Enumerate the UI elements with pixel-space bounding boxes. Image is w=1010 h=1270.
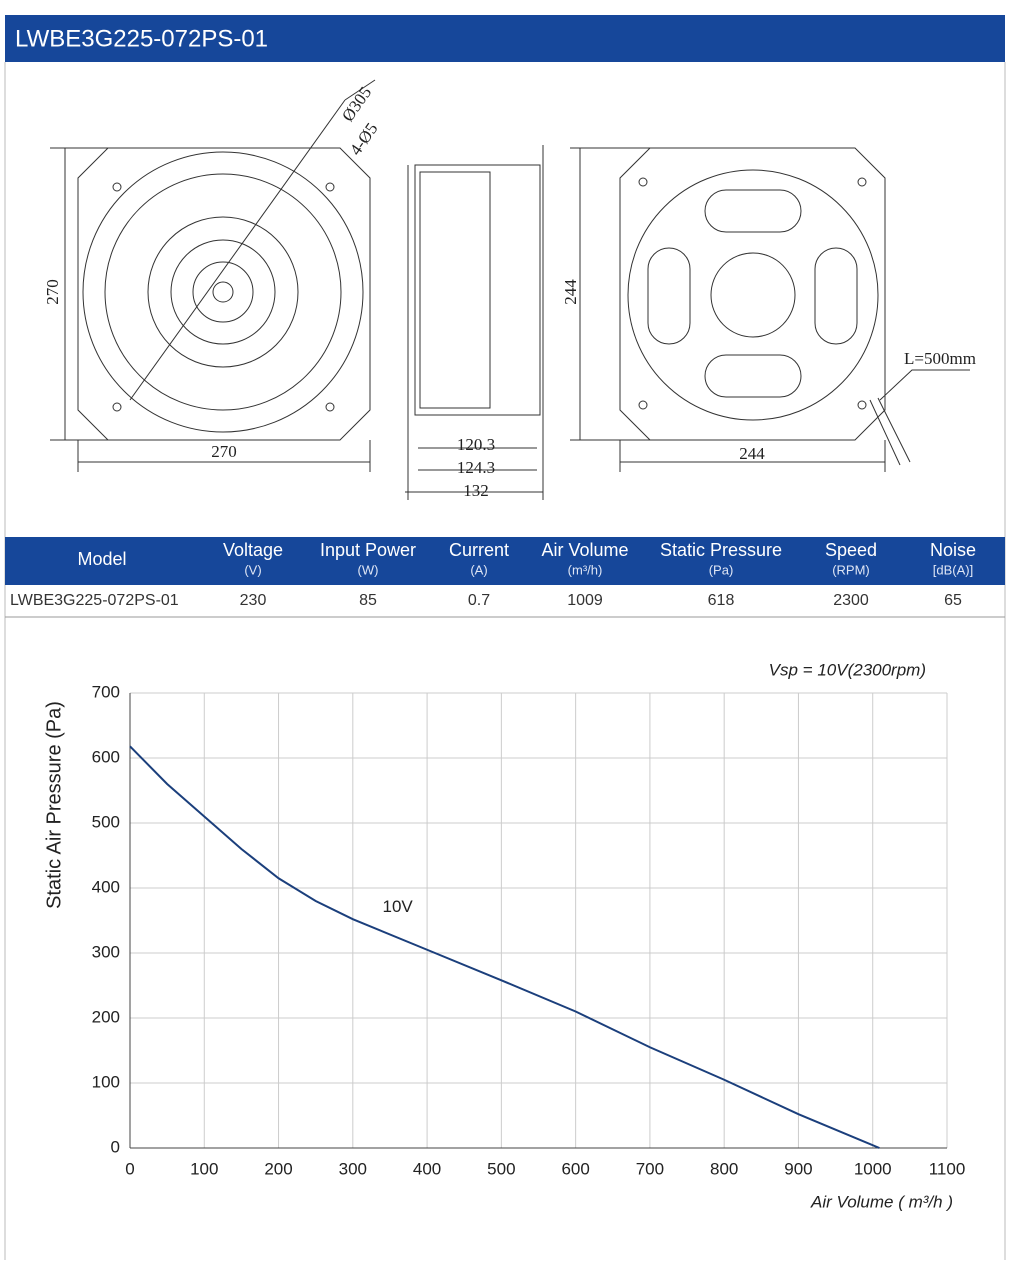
column-header: Input Power	[320, 540, 416, 560]
column-unit: [dB(A)]	[933, 562, 973, 577]
y-tick-label: 100	[92, 1072, 120, 1091]
column-unit: (m³/h)	[568, 562, 603, 577]
x-tick-label: 700	[636, 1159, 664, 1178]
y-tick-label: 300	[92, 942, 120, 961]
dimension-label: 124.3	[457, 458, 495, 477]
x-tick-label: 300	[339, 1159, 367, 1178]
x-axis-title: Air Volume ( m³/h )	[810, 1192, 953, 1211]
x-tick-label: 400	[413, 1159, 441, 1178]
x-tick-label: 900	[784, 1159, 812, 1178]
y-tick-label: 700	[92, 682, 120, 701]
column-unit: (W)	[358, 562, 379, 577]
header-title: LWBE3G225-072PS-01	[15, 25, 268, 52]
series-label: 10V	[383, 897, 414, 916]
column-header: Voltage	[223, 540, 283, 560]
column-unit: (A)	[470, 562, 487, 577]
x-tick-label: 200	[264, 1159, 292, 1178]
column-header: Air Volume	[541, 540, 628, 560]
dimension-label: 4-Ø5	[346, 119, 382, 159]
drawing	[50, 79, 970, 500]
x-tick-label: 0	[125, 1159, 134, 1178]
y-tick-label: 400	[92, 877, 120, 896]
column-header: Current	[449, 540, 509, 560]
y-axis-title: Static Air Pressure (Pa)	[43, 701, 65, 909]
y-tick-label: 600	[92, 747, 120, 766]
dimension-label: 120.3	[457, 435, 495, 454]
dimension-label: Ø305	[338, 83, 375, 125]
header-bar	[5, 15, 1005, 62]
dimension-label: 270	[211, 442, 237, 461]
column-header: Model	[77, 549, 126, 569]
series-line	[129, 745, 880, 1149]
x-tick-label: 1100	[929, 1159, 966, 1178]
y-tick-label: 500	[92, 812, 120, 831]
table-cell: 0.7	[468, 592, 490, 609]
column-unit: (RPM)	[832, 562, 870, 577]
column-header: Static Pressure	[660, 540, 782, 560]
dimension-label: 244	[561, 279, 580, 305]
dimension-label: 270	[43, 279, 62, 305]
table-cell: 85	[359, 592, 377, 609]
x-tick-label: 100	[190, 1159, 218, 1178]
column-unit: (V)	[244, 562, 261, 577]
annotation: Vsp = 10V(2300rpm)	[769, 660, 926, 679]
x-tick-label: 500	[487, 1159, 515, 1178]
x-tick-label: 800	[710, 1159, 738, 1178]
table-header	[5, 537, 1005, 585]
x-tick-label: 1000	[854, 1159, 892, 1178]
column-unit: (Pa)	[709, 562, 734, 577]
column-header: Noise	[930, 540, 976, 560]
dimension-label: 244	[739, 444, 765, 463]
y-tick-label: 200	[92, 1007, 120, 1026]
dimension-label: L=500mm	[904, 349, 976, 368]
y-tick-label: 0	[111, 1137, 120, 1156]
table-cell: 2300	[833, 592, 869, 609]
table-cell: 65	[944, 592, 962, 609]
x-tick-label: 600	[561, 1159, 589, 1178]
table-cell: LWBE3G225-072PS-01	[10, 592, 179, 609]
table-cell: 1009	[567, 592, 603, 609]
dimension-label: 132	[463, 481, 489, 500]
column-header: Speed	[825, 540, 877, 560]
table-cell: 230	[240, 592, 267, 609]
table-cell: 618	[708, 592, 735, 609]
